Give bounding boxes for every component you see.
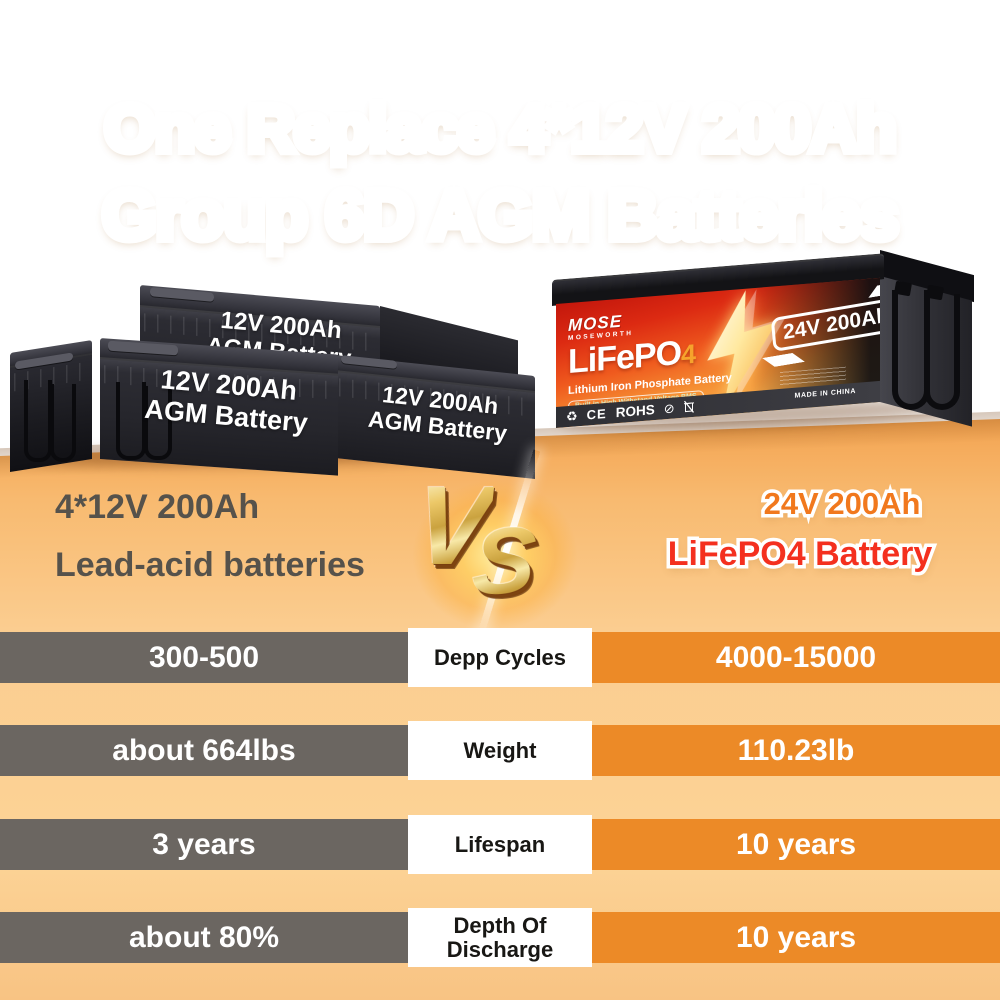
recycle-icon: ♻ — [566, 407, 578, 424]
lifepo4-battery: MOSE MOSEWORTH LiFePO4 Lithium Iron Phos… — [548, 246, 974, 451]
model-name: LiFePO4 — [568, 333, 696, 382]
label-bottom-band: ♻ CE ROHS ⊘ MADE IN CHINA — [556, 380, 880, 428]
comparison-row-depth-of-discharge: about 80% Depth Of Discharge 10 years — [0, 908, 1000, 967]
agm-value: about 664lbs — [0, 725, 408, 776]
battery-strap — [144, 386, 172, 460]
agm-value: 300-500 — [0, 632, 408, 683]
headline-line1: One Replace 4*12V 200Ah — [0, 90, 1000, 166]
pb-free-icon: ⊘ — [663, 399, 675, 416]
vs-letter-s: S — [470, 506, 539, 615]
lifepo-value: 10 years — [592, 912, 1000, 963]
battery-strap — [50, 384, 76, 462]
battery-label-face: MOSE MOSEWORTH LiFePO4 Lithium Iron Phos… — [556, 277, 880, 428]
battery-strap — [24, 380, 52, 462]
wheelie-bin-icon — [683, 400, 694, 413]
origin-text: MADE IN CHINA — [794, 387, 856, 400]
right-product-line1: 24V 200Ah — [687, 486, 997, 522]
model-suffix: 4 — [681, 338, 696, 370]
lifepo-value: 110.23lb — [592, 725, 1000, 776]
agm-battery-middle: 12V 200Ah AGM Battery — [100, 338, 350, 476]
lightning-icon — [707, 289, 786, 412]
carry-strap — [924, 294, 960, 410]
metric-label: Depp Cycles — [408, 628, 592, 687]
arrow-accent-icon — [867, 281, 880, 298]
comparison-row-lifespan: 3 years Lifespan 10 years — [0, 815, 1000, 874]
model-text: LiFePO — [568, 333, 682, 382]
left-product-line1: 4*12V 200Ah — [55, 488, 260, 526]
comparison-row-cycles: 300-500 Depp Cycles 4000-15000 — [0, 628, 1000, 687]
agm-battery-right: 12V 200Ah AGM Battery — [335, 353, 540, 480]
left-product-caption: 4*12V 200Ah Lead-acid batteries — [55, 478, 365, 594]
lifepo-value: 4000-15000 — [592, 632, 1000, 683]
agm-battery-far-left — [10, 340, 98, 472]
agm-value: about 80% — [0, 912, 408, 963]
metric-label: Lifespan — [408, 815, 592, 874]
right-product-line2: LiFePO4 Battery — [645, 535, 955, 574]
rohs-mark: ROHS — [615, 402, 655, 421]
left-product-line2: Lead-acid batteries — [55, 546, 365, 584]
comparison-row-weight: about 664lbs Weight 110.23lb — [0, 721, 1000, 780]
ce-mark: CE — [586, 405, 607, 423]
vs-glow — [385, 455, 605, 655]
certification-row: ♻ CE ROHS ⊘ — [566, 396, 694, 427]
metric-label: Weight — [408, 721, 592, 780]
agm-value: 3 years — [0, 819, 408, 870]
right-product-caption: 24V 200Ah LiFePO4 Battery — [645, 486, 997, 574]
headline-line2: Group 6D AGM Batteries — [0, 175, 1000, 255]
metric-label: Depth Of Discharge — [408, 908, 592, 967]
lifepo-value: 10 years — [592, 819, 1000, 870]
